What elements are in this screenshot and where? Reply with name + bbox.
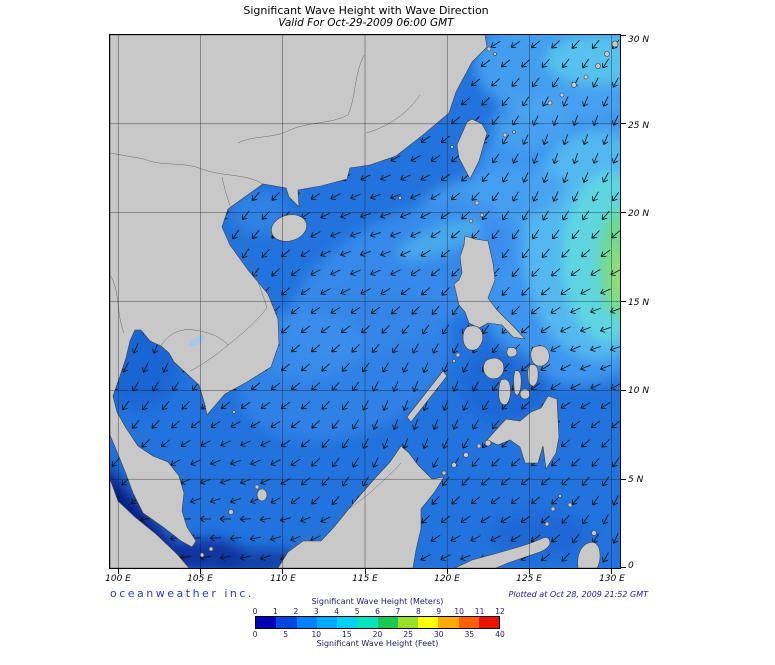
legend-feet-title: Significant Wave Height (Feet) [316, 639, 439, 648]
island-palawan [406, 370, 448, 423]
map-frame [109, 34, 621, 569]
meters-tick: 11 [474, 607, 485, 616]
meters-tick: 0 [252, 607, 258, 616]
island-sulawesi-north-arm [454, 537, 551, 568]
feet-tick: 15 [342, 630, 352, 639]
island-sumatra [110, 478, 190, 568]
meters-tick: 10 [454, 607, 464, 616]
lat-label: 15 N [628, 298, 650, 308]
island-negros [498, 378, 511, 406]
axis-tick [611, 569, 612, 574]
axis-tick [621, 212, 626, 213]
feet-tick: 40 [495, 630, 505, 639]
island-hainan [270, 214, 308, 242]
legend-meters-ticks: 0 1 2 3 4 5 6 7 8 9 10 11 12 [252, 607, 505, 616]
feet-tick: 30 [433, 630, 444, 639]
axis-tick [621, 479, 626, 480]
meters-tick: 12 [495, 607, 505, 616]
lon-label: 105 E [187, 574, 213, 584]
feet-tick: 5 [283, 630, 289, 639]
plotted-timestamp: Plotted at Oct 28, 2009 21:52 GMT [508, 590, 648, 599]
lat-label: 5 N [628, 475, 644, 485]
legend-segment [438, 617, 459, 628]
island-cebu [513, 370, 522, 396]
axis-tick [447, 569, 448, 574]
axis-tick [621, 567, 626, 568]
island-borneo [277, 445, 445, 568]
axis-tick [365, 569, 366, 574]
meters-tick: 3 [313, 607, 319, 616]
legend-segment [316, 617, 337, 628]
graticule-grid [110, 35, 620, 568]
legend-feet-ticks: 0 5 10 15 20 25 30 35 40 [252, 630, 505, 639]
legend-segment [337, 617, 358, 628]
island-taiwan [456, 118, 488, 180]
lon-label: 125 E [516, 574, 542, 584]
colorbar-legend: Significant Wave Height (Meters) 0 1 2 3… [252, 597, 505, 649]
island-leyte [527, 364, 539, 387]
lon-label: 110 E [270, 574, 296, 584]
axis-tick [621, 35, 626, 36]
meters-tick: 1 [273, 607, 278, 616]
legend-meters-title: Significant Wave Height (Meters) [311, 597, 444, 606]
meters-tick: 2 [293, 607, 299, 616]
meters-tick: 9 [436, 607, 442, 616]
island-mindoro [462, 325, 484, 351]
lat-label: 30 N [628, 35, 650, 45]
island-samar [530, 345, 550, 367]
small-islands [199, 40, 619, 558]
axis-tick [621, 301, 626, 302]
axis-tick [529, 569, 530, 574]
lake-tonle-sap [188, 335, 206, 347]
lat-label: 0 [628, 561, 634, 571]
legend-segment [296, 617, 317, 628]
feet-tick: 35 [464, 630, 475, 639]
oceanweather-logo-text: oceanweather inc. [110, 587, 254, 600]
meters-tick: 7 [395, 607, 401, 616]
legend-segment [458, 617, 479, 628]
feet-tick: 0 [252, 630, 258, 639]
island-panay [483, 357, 505, 380]
meters-tick: 8 [415, 607, 421, 616]
island-halmahera [577, 541, 601, 568]
legend-segment [276, 617, 297, 628]
lon-label: 130 E [599, 574, 625, 584]
page-title: Significant Wave Height with Wave Direct… [243, 4, 489, 17]
lon-label: 100 E [105, 574, 131, 584]
legend-segment [478, 617, 499, 628]
lon-label: 120 E [434, 574, 460, 584]
meters-tick: 6 [375, 607, 380, 616]
legend-segment [357, 617, 378, 628]
meters-tick: 4 [334, 607, 340, 616]
axis-tick [282, 569, 283, 574]
landmass-mainland-asia [110, 35, 488, 548]
axis-tick [118, 569, 119, 574]
feet-tick: 20 [372, 630, 383, 639]
axis-tick [621, 390, 626, 391]
valid-time-subtitle: Valid For Oct-29-2009 06:00 GMT [278, 17, 454, 29]
legend-segment [397, 617, 418, 628]
island-luzon [453, 235, 526, 340]
legend-segment [256, 617, 277, 628]
meters-tick: 5 [354, 607, 360, 616]
lon-label: 115 E [352, 574, 378, 584]
land-layer [110, 35, 619, 568]
axis-tick [621, 123, 626, 124]
map-canvas [110, 35, 620, 568]
legend-segment [377, 617, 398, 628]
lat-label: 20 N [628, 209, 650, 219]
feet-tick: 25 [403, 630, 413, 639]
lat-label: 10 N [628, 386, 650, 396]
lat-label: 25 N [628, 121, 650, 131]
feet-tick: 10 [311, 630, 322, 639]
legend-colorbar [255, 616, 500, 629]
axis-tick [200, 569, 201, 574]
island-mindanao [486, 395, 560, 470]
island-bohol [519, 388, 531, 400]
legend-segment [418, 617, 439, 628]
island-masbate [506, 347, 518, 358]
wave-height-shading-layer [110, 35, 620, 568]
